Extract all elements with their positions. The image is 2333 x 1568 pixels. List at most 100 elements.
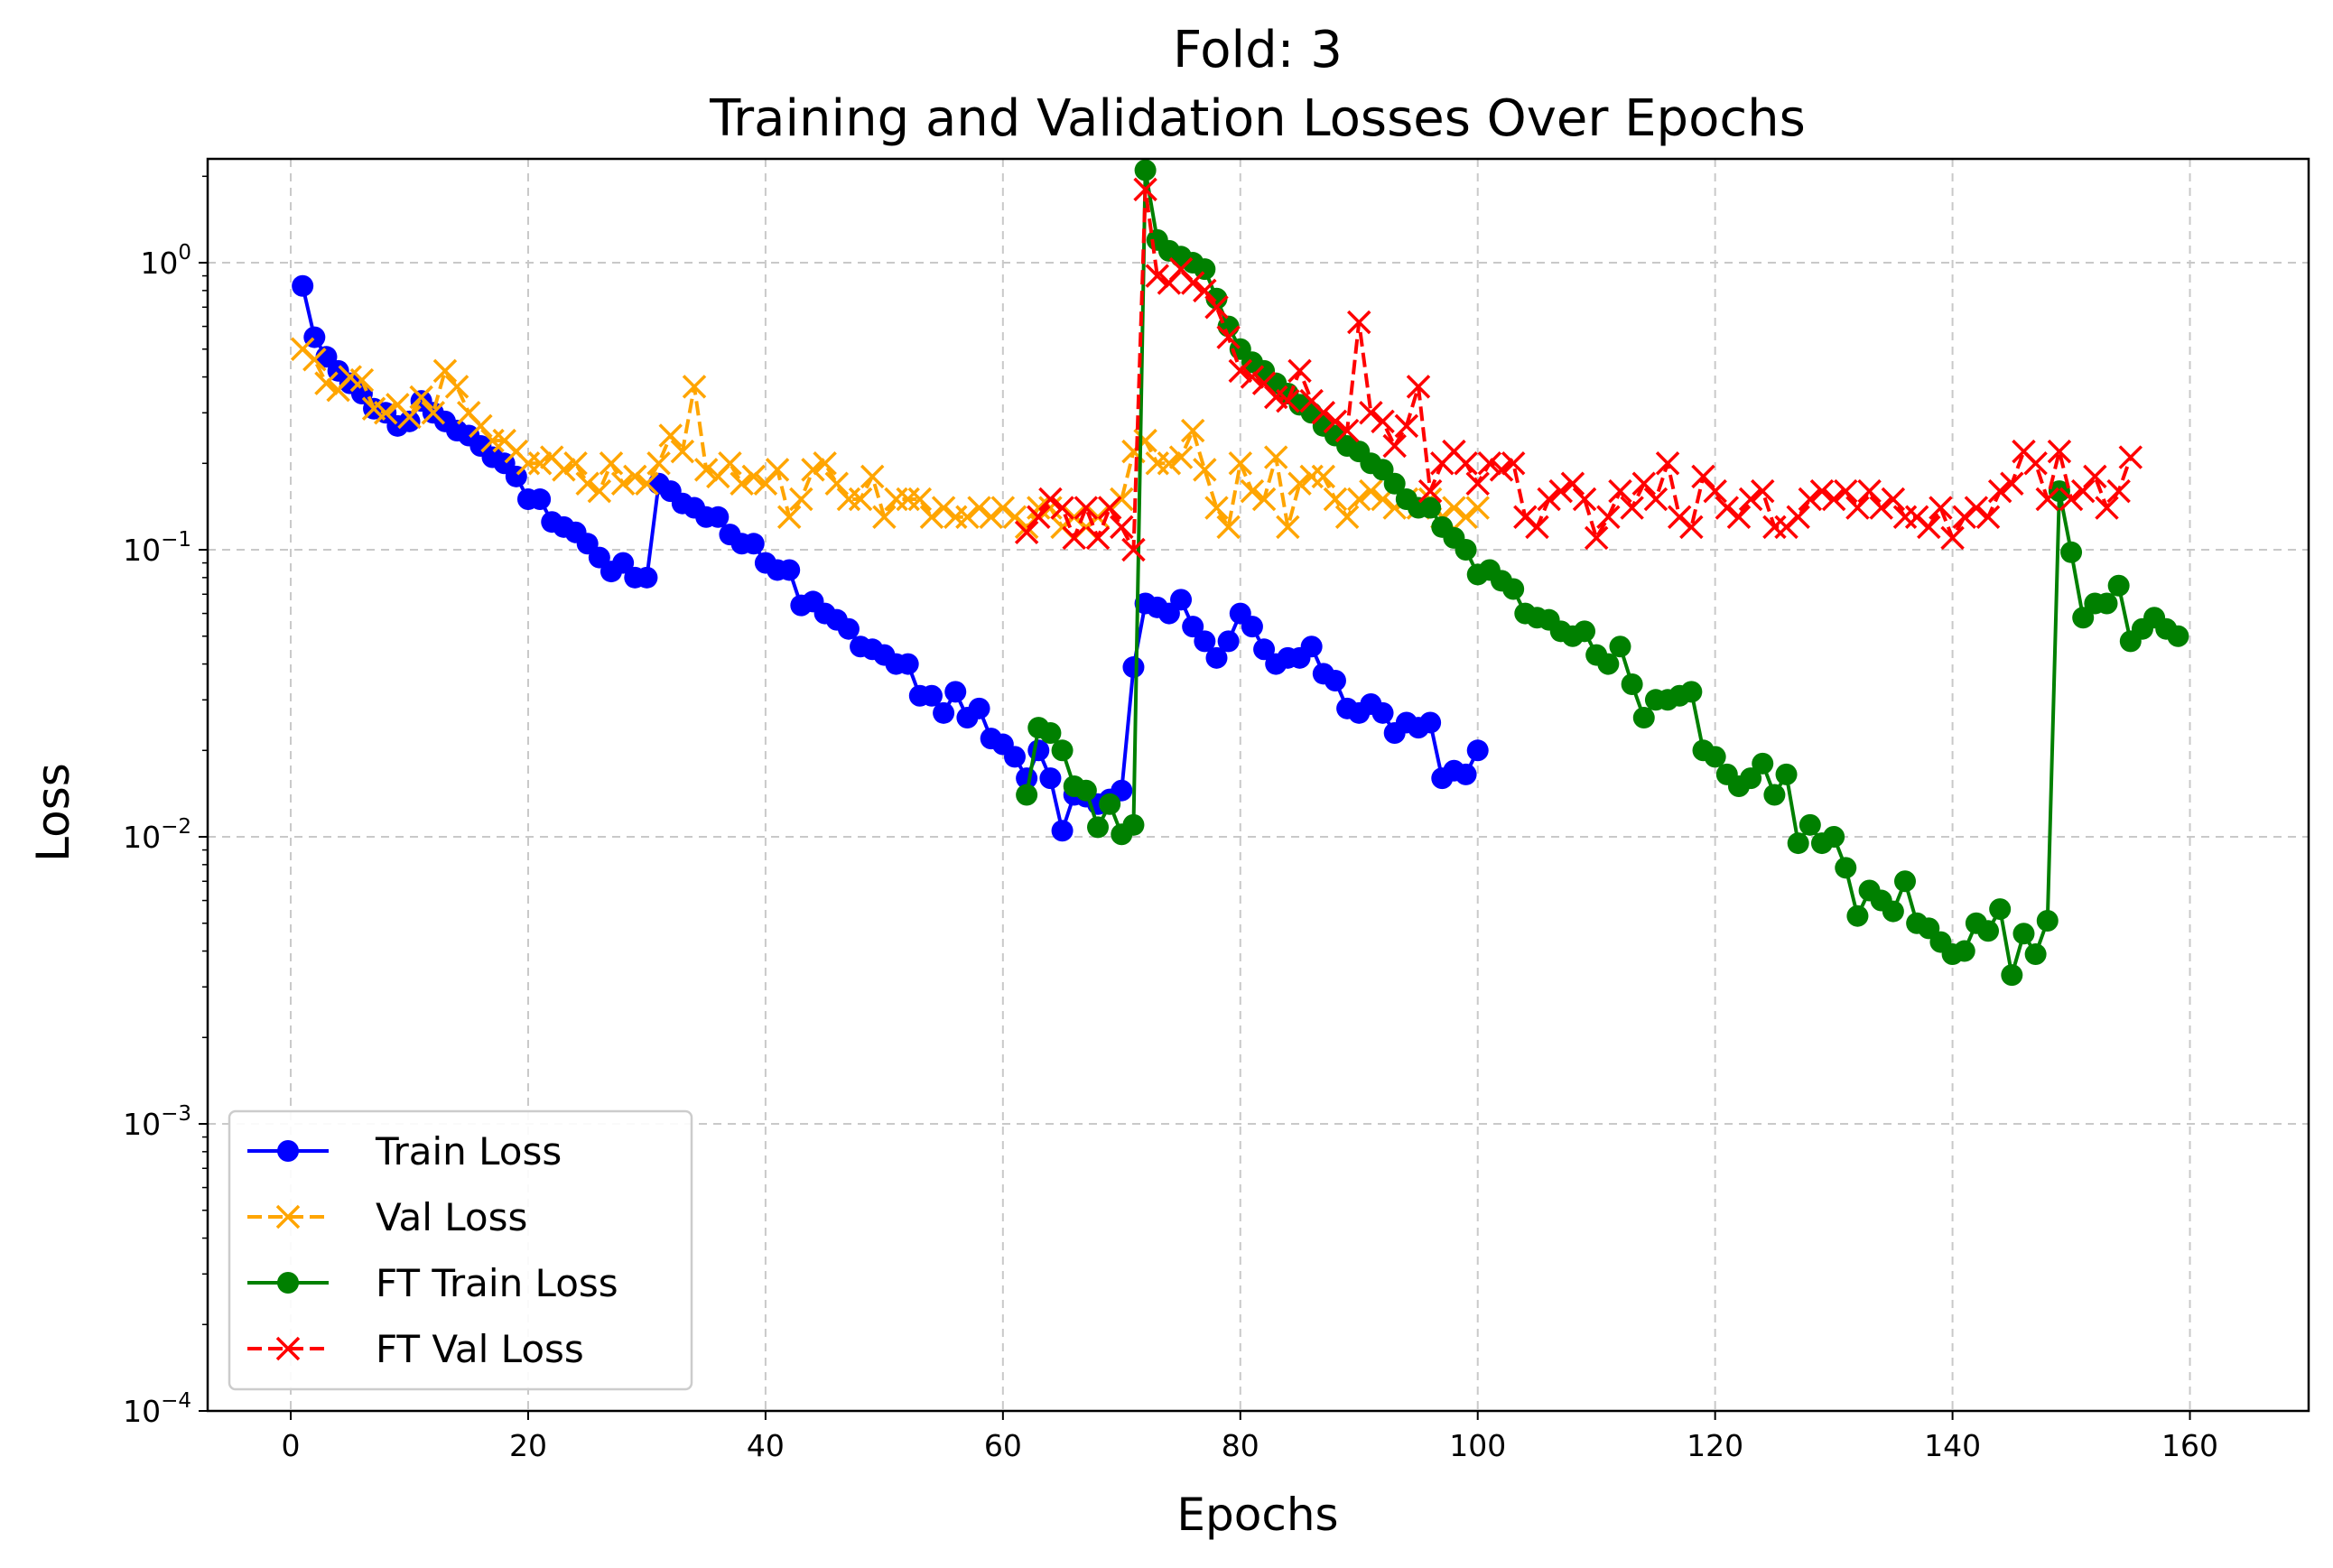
legend-box <box>228 1109 693 1391</box>
data-point <box>1632 707 1655 729</box>
data-point <box>1085 525 1111 551</box>
data-point <box>1121 537 1146 562</box>
legend-swatch-marker <box>275 1336 301 1361</box>
data-point <box>1193 458 1217 482</box>
data-point <box>1276 388 1300 413</box>
data-point <box>575 471 600 496</box>
data-point <box>1442 496 1466 520</box>
data-point <box>302 348 327 372</box>
data-point <box>1537 487 1561 512</box>
data-point <box>1323 409 1348 434</box>
x-tick-label: 100 <box>1449 1428 1506 1463</box>
data-point <box>2083 464 2107 489</box>
data-point <box>836 487 861 512</box>
legend-swatch-marker <box>277 1272 299 1294</box>
x-tick-label: 20 <box>509 1428 547 1463</box>
data-point <box>1917 515 1941 540</box>
data-point <box>516 451 541 476</box>
data-point <box>1596 505 1621 530</box>
data-point <box>2048 480 2070 503</box>
data-point <box>730 471 754 496</box>
data-point <box>1869 496 1893 520</box>
data-point <box>1857 478 1882 504</box>
data-point <box>943 505 968 530</box>
data-point <box>1240 478 1265 504</box>
data-point <box>1975 505 2001 530</box>
data-point <box>741 464 766 489</box>
data-point <box>1300 636 1323 658</box>
data-point <box>469 413 493 439</box>
data-point <box>1050 496 1074 520</box>
data-point <box>1703 478 1727 504</box>
data-point <box>1038 496 1063 520</box>
data-point <box>1359 401 1383 425</box>
data-point <box>658 423 683 448</box>
data-point <box>1180 418 1205 443</box>
data-point <box>2001 964 2023 987</box>
data-point <box>1846 905 1869 927</box>
series-layer <box>290 159 2189 987</box>
data-point <box>444 375 469 399</box>
data-point <box>1311 401 1336 425</box>
data-point <box>1952 505 1976 530</box>
x-tick-label: 0 <box>282 1428 301 1463</box>
data-point <box>2107 574 2130 597</box>
data-point <box>1477 451 1502 476</box>
data-point <box>2060 541 2083 563</box>
data-point <box>1110 487 1134 512</box>
data-point <box>1323 487 1348 512</box>
data-point <box>610 471 636 496</box>
data-point <box>1311 464 1336 489</box>
data-point <box>1134 159 1157 181</box>
data-point <box>599 451 624 476</box>
data-point <box>527 451 553 476</box>
data-point <box>884 487 908 512</box>
data-point <box>2024 943 2047 966</box>
data-point <box>1406 375 1431 399</box>
x-tick-label: 80 <box>1222 1428 1259 1463</box>
data-point <box>1216 515 1241 540</box>
data-point <box>1016 784 1038 806</box>
data-point <box>1691 464 1715 489</box>
data-point <box>1977 920 2000 942</box>
data-point <box>1419 496 1442 519</box>
data-point <box>1216 325 1241 349</box>
data-point <box>1074 779 1097 802</box>
data-point <box>1383 472 1406 495</box>
data-point <box>612 552 635 574</box>
data-point <box>1180 271 1205 295</box>
data-point <box>1241 616 1263 638</box>
y-axis-label: Loss <box>27 763 79 862</box>
data-point <box>955 505 980 530</box>
legend-swatch-marker <box>277 1140 299 1162</box>
data-point <box>1845 496 1870 520</box>
data-point <box>2047 439 2072 464</box>
y-tick-label: 10−3 <box>123 1102 191 1142</box>
data-point <box>1204 496 1229 520</box>
data-point <box>1122 813 1145 836</box>
data-point <box>1726 505 1752 530</box>
data-point <box>776 505 802 530</box>
data-point <box>1038 487 1063 512</box>
data-point <box>2023 451 2048 476</box>
data-point <box>1572 487 1597 512</box>
data-point <box>848 487 873 512</box>
legend-label: Val Loss <box>376 1195 527 1239</box>
data-point <box>1051 739 1074 762</box>
data-point <box>1027 496 1051 520</box>
data-point <box>1253 638 1276 661</box>
chart-title-line-1: Fold: 3 <box>1173 21 1343 79</box>
data-point <box>1964 496 1989 520</box>
y-axis-ticks: 100 10−1 10−2 10−3 10−4 <box>123 175 208 1429</box>
data-point <box>1763 784 1786 806</box>
data-point <box>1574 620 1596 643</box>
data-point <box>1892 505 1918 530</box>
data-point <box>1525 515 1549 540</box>
legend-item: FT Train Loss <box>247 1261 618 1305</box>
data-point <box>432 358 458 384</box>
data-point <box>1752 752 1774 775</box>
data-point <box>1027 505 1051 530</box>
data-point <box>1835 857 1857 879</box>
data-point <box>2035 487 2060 512</box>
